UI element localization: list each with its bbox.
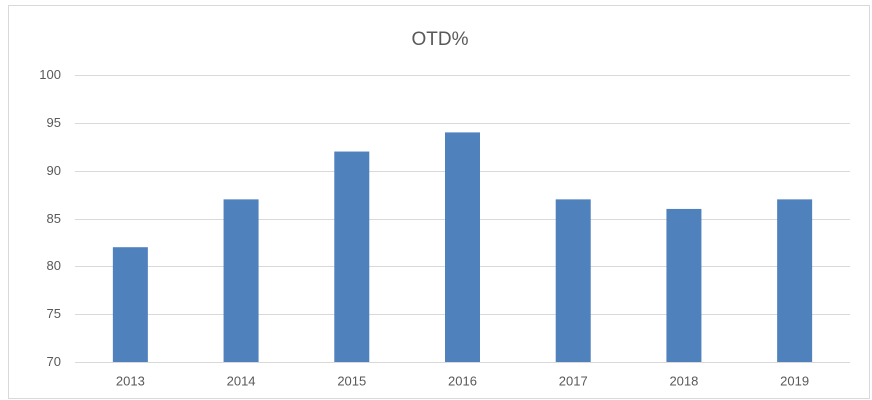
x-tick-label: 2015 bbox=[337, 373, 366, 388]
y-tick-label: 95 bbox=[47, 115, 61, 130]
x-tick-label: 2016 bbox=[448, 373, 477, 388]
bar bbox=[666, 208, 702, 362]
bar bbox=[334, 151, 370, 362]
y-tick-label: 100 bbox=[39, 67, 61, 82]
bar bbox=[445, 132, 480, 362]
x-tick-label: 2019 bbox=[780, 373, 809, 388]
y-tick-label: 75 bbox=[47, 306, 61, 321]
y-tick-label: 80 bbox=[47, 258, 61, 273]
x-tick-label: 2014 bbox=[227, 373, 256, 388]
y-tick-label: 85 bbox=[47, 211, 61, 226]
chart-title: OTD% bbox=[412, 29, 469, 50]
x-tick-label: 2018 bbox=[669, 373, 698, 388]
y-tick-label: 90 bbox=[47, 163, 61, 178]
bar bbox=[223, 199, 259, 362]
x-tick-label: 2013 bbox=[116, 373, 145, 388]
x-tick-label: 2017 bbox=[559, 373, 588, 388]
y-tick-label: 70 bbox=[47, 354, 61, 369]
bar bbox=[777, 199, 813, 362]
bar bbox=[112, 247, 148, 362]
bar bbox=[555, 199, 591, 362]
chart-frame bbox=[8, 5, 870, 399]
